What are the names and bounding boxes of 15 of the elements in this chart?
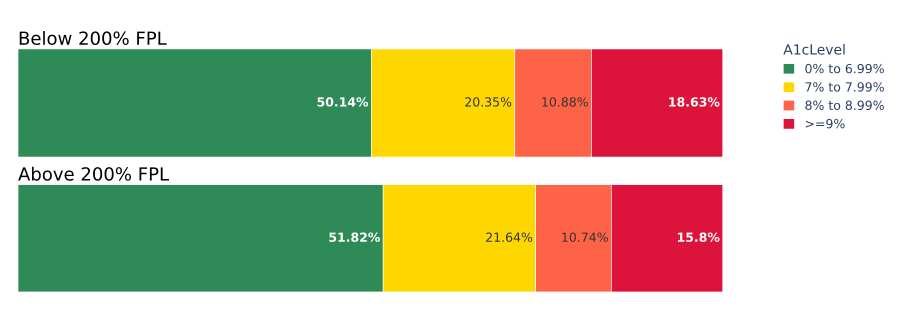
legend-title: A1cLevel <box>783 44 845 55</box>
chart-title: Below 200% FPL <box>20 31 167 46</box>
data-label: 18.63% <box>669 97 720 107</box>
data-label: 10.74% <box>562 232 608 242</box>
data-label: 15.8% <box>678 232 720 242</box>
chart-title: Above 200% FPL <box>18 166 169 181</box>
legend-label: >=9% <box>806 118 845 128</box>
data-label: 51.82% <box>329 232 380 242</box>
data-label: 50.14% <box>317 97 368 107</box>
data-label: 20.35% <box>465 97 512 107</box>
legend-label: 7% to 7.99% <box>806 82 884 92</box>
legend-label: 8% to 8.99% <box>805 100 884 110</box>
data-label: 21.64% <box>486 232 532 242</box>
data-label: 10.88% <box>542 97 588 107</box>
legend-label: 0% to 6.99% <box>805 64 884 74</box>
